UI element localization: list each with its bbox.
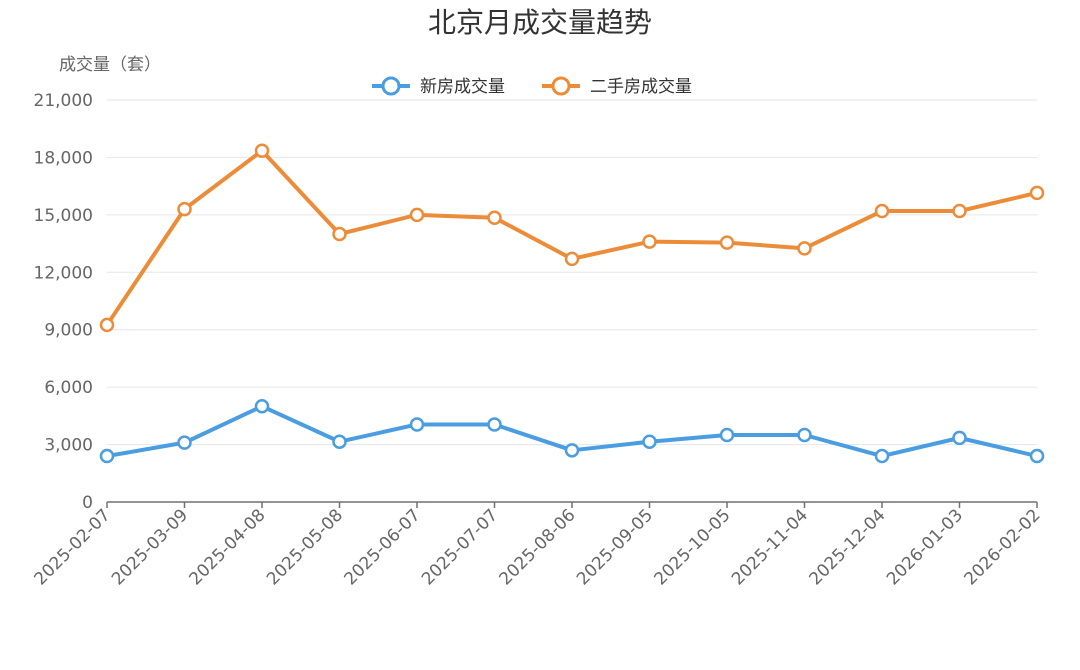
data-point[interactable]	[719, 235, 735, 250]
data-point[interactable]	[952, 203, 967, 219]
data-point[interactable]	[874, 203, 890, 219]
series-line	[105, 148, 1039, 327]
legend[interactable]: 新房成交量 二手房成交量	[372, 76, 692, 97]
series-layer	[99, 143, 1045, 464]
data-point[interactable]	[487, 417, 502, 432]
data-point[interactable]	[409, 207, 425, 223]
data-point[interactable]	[564, 251, 580, 267]
data-point[interactable]	[332, 434, 347, 449]
legend-swatch-marker	[551, 76, 571, 96]
data-point[interactable]	[332, 226, 347, 242]
data-point[interactable]	[874, 448, 890, 464]
data-point[interactable]	[1029, 448, 1045, 464]
legend-item[interactable]: 新房成交量	[372, 76, 505, 97]
data-point[interactable]	[409, 417, 425, 432]
y-tick-label: 9,000	[44, 321, 93, 341]
x-tick-label: 2025-07-07	[418, 505, 502, 589]
y-axis-ticks: 0 3,000 6,000 9,000 12,000 15,000 18,000 21,000	[34, 91, 93, 513]
x-tick-label: 2026-02-02	[961, 505, 1045, 589]
series-1	[99, 399, 1045, 464]
data-point[interactable]	[254, 399, 270, 414]
data-point[interactable]	[797, 241, 812, 256]
x-tick-label: 2025-04-08	[186, 505, 270, 589]
data-point[interactable]	[254, 143, 270, 158]
x-tick-label: 2025-05-08	[263, 505, 347, 589]
x-tick-label: 2025-11-04	[728, 505, 812, 589]
y-tick-label: 15,000	[34, 206, 93, 226]
x-tick-label: 2025-09-05	[573, 505, 657, 589]
y-tick-label: 0	[82, 493, 93, 513]
y-axis-label: 成交量（套）	[59, 55, 161, 75]
legend-item[interactable]: 二手房成交量	[542, 76, 692, 97]
data-point[interactable]	[642, 434, 657, 449]
x-tick-label: 2025-02-07	[31, 505, 115, 589]
y-tick-label: 18,000	[34, 148, 93, 168]
data-point[interactable]	[99, 317, 115, 333]
y-tick-label: 3,000	[44, 436, 93, 456]
legend-label: 二手房成交量	[590, 77, 692, 97]
data-point[interactable]	[99, 448, 115, 464]
y-tick-label: 12,000	[34, 263, 93, 283]
data-point[interactable]	[642, 234, 657, 249]
chart-title: 北京月成交量趋势	[428, 6, 652, 39]
x-tick-label: 2025-10-05	[651, 505, 735, 589]
y-tick-label: 6,000	[44, 378, 93, 398]
data-point[interactable]	[719, 427, 735, 443]
x-tick-label: 2025-03-09	[108, 505, 192, 589]
grid-lines	[107, 99, 1037, 446]
data-point[interactable]	[1029, 185, 1045, 201]
data-point[interactable]	[952, 430, 967, 446]
x-tick-label: 2025-08-06	[496, 505, 580, 589]
x-tick-label: 2026-01-03	[883, 505, 967, 589]
data-point[interactable]	[177, 435, 192, 450]
legend-label: 新房成交量	[420, 77, 505, 97]
y-tick-label: 21,000	[34, 91, 93, 111]
data-point[interactable]	[564, 443, 580, 458]
data-point[interactable]	[177, 201, 192, 217]
x-tick-label: 2025-06-07	[341, 505, 425, 589]
data-point[interactable]	[797, 427, 812, 443]
x-tick-label: 2025-12-04	[806, 505, 890, 589]
data-point[interactable]	[487, 210, 502, 225]
series-2	[99, 143, 1045, 333]
legend-swatch-marker	[381, 76, 401, 96]
x-axis: 2025-02-072025-03-092025-04-082025-05-08…	[31, 501, 1045, 589]
